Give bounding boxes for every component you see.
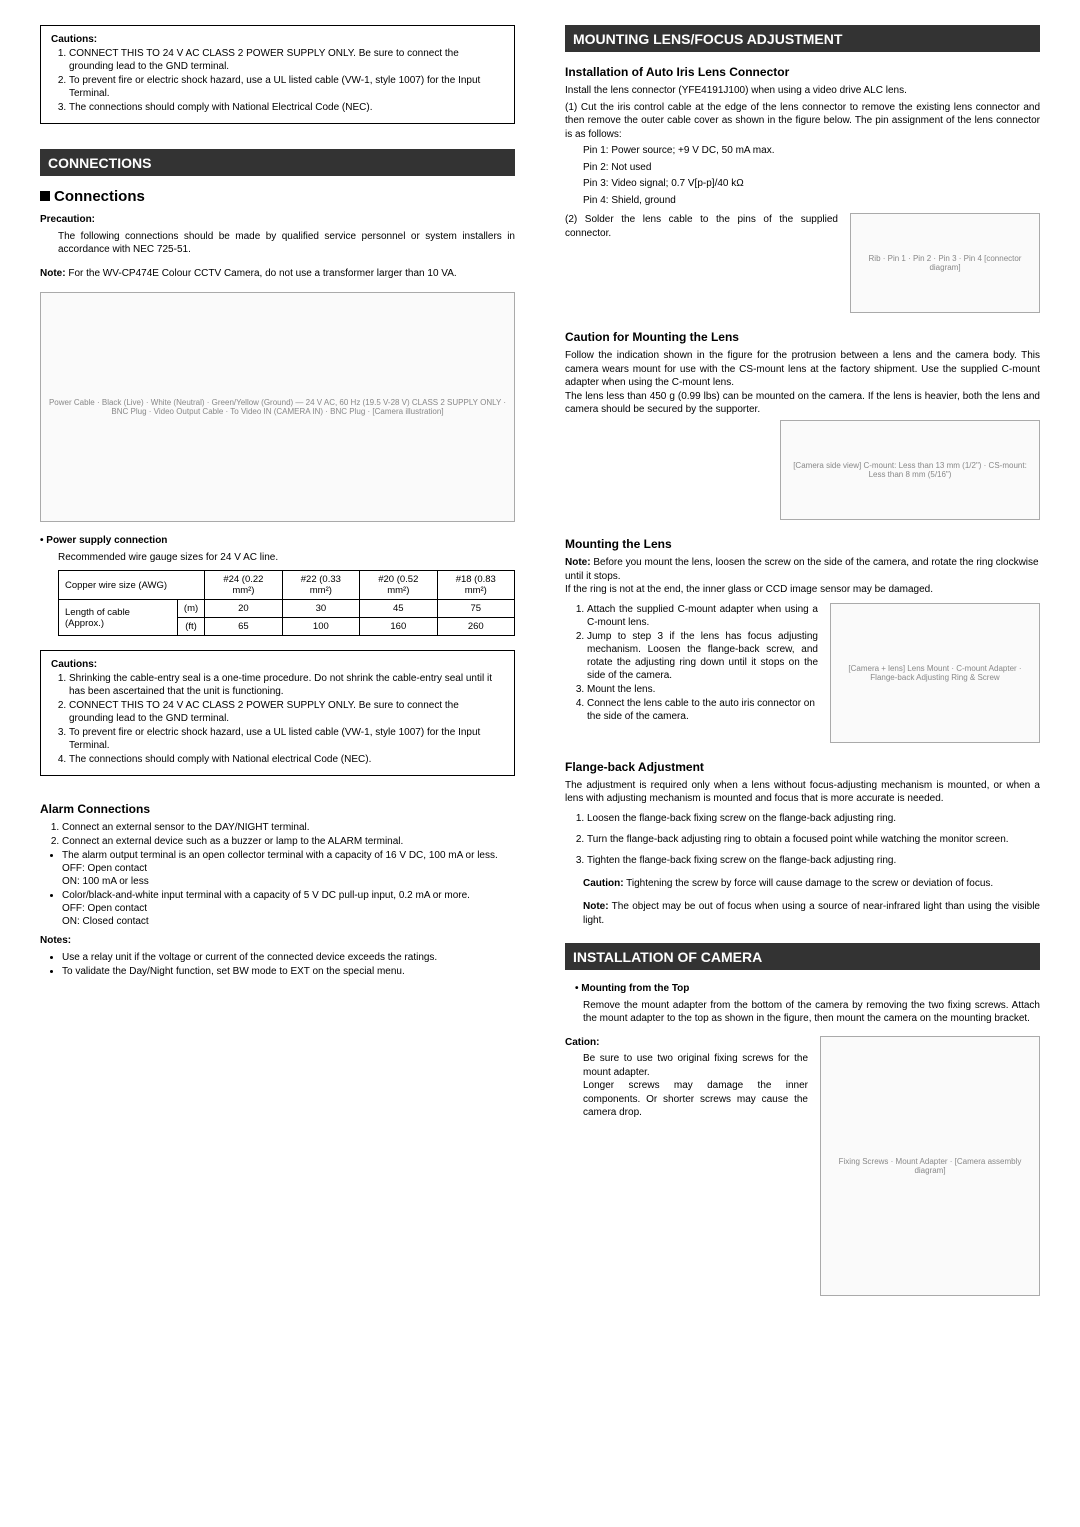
flange-text: The adjustment is required only when a l… (565, 779, 1040, 806)
mount-step: Attach the supplied C-mount adapter when… (587, 603, 818, 629)
table-cell: (m) (177, 600, 204, 618)
cautions-mid-title: Cautions: (51, 659, 504, 670)
install-camera-figure: Fixing Screws · Mount Adapter · [Camera … (820, 1036, 1040, 1296)
cautions-top-title: Cautions: (51, 34, 504, 45)
table-header: #20 (0.52 mm²) (360, 571, 437, 600)
square-icon (40, 191, 50, 201)
table-header: #22 (0.33 mm²) (282, 571, 359, 600)
notes-label: Notes: (40, 934, 515, 948)
table-cell: 75 (437, 600, 514, 618)
mount-step: Jump to step 3 if the lens has focus adj… (587, 630, 818, 682)
alarm-bullet: Color/black-and-white input terminal wit… (62, 889, 515, 928)
install-iris-intro: Install the lens connector (YFE4191J100)… (565, 84, 1040, 98)
connections-subheading: Connections (40, 188, 515, 205)
caution-item: The connections should comply with Natio… (69, 101, 504, 114)
caution-lens-figure: [Camera side view] C-mount: Less than 13… (780, 420, 1040, 520)
connections-header: CONNECTIONS (40, 149, 515, 176)
install-iris-title: Installation of Auto Iris Lens Connector (565, 64, 1040, 80)
table-cell: 30 (282, 600, 359, 618)
caution-lens-text: Follow the indication shown in the figur… (565, 349, 1040, 417)
cautions-top-list: CONNECT THIS TO 24 V AC CLASS 2 POWER SU… (51, 47, 504, 114)
flange-caution: Caution: Tightening the screw by force w… (565, 877, 1040, 891)
flange-note: Note: The object may be out of focus whe… (565, 900, 1040, 927)
table-cell: 20 (205, 600, 282, 618)
mounting-header: MOUNTING LENS/FOCUS ADJUSTMENT (565, 25, 1040, 52)
alarm-bullet: The alarm output terminal is an open col… (62, 849, 515, 888)
mount-step: Mount the lens. (587, 683, 818, 696)
table-cell: (ft) (177, 618, 204, 636)
wire-gauge-table: Copper wire size (AWG) #24 (0.22 mm²) #2… (58, 570, 515, 636)
table-cell: 160 (360, 618, 437, 636)
note-item: To validate the Day/Night function, set … (62, 965, 515, 978)
cautions-top-box: Cautions: CONNECT THIS TO 24 V AC CLASS … (40, 25, 515, 124)
mount-step: Connect the lens cable to the auto iris … (587, 697, 818, 723)
caution-item: To prevent fire or electric shock hazard… (69, 74, 504, 100)
cation-label: Cation: (565, 1036, 808, 1050)
caution-lens-title: Caution for Mounting the Lens (565, 329, 1040, 345)
note-line: Note: For the WV-CP474E Colour CCTV Came… (40, 267, 515, 281)
table-cell: 45 (360, 600, 437, 618)
table-row-label: Length of cable (Approx.) (59, 600, 178, 636)
flange-step: Tighten the flange-back fixing screw on … (587, 854, 1040, 867)
cautions-mid-list: Shrinking the cable-entry seal is a one-… (51, 672, 504, 766)
power-supply-label: • Power supply connection (40, 534, 515, 548)
flange-step: Turn the flange-back adjusting ring to o… (587, 833, 1040, 846)
precaution-label: Precaution: (40, 213, 515, 227)
table-header: #24 (0.22 mm²) (205, 571, 282, 600)
table-header-awg: Copper wire size (AWG) (59, 571, 205, 600)
caution-item: The connections should comply with Natio… (69, 753, 504, 766)
mount-steps: Attach the supplied C-mount adapter when… (565, 603, 818, 723)
mount-lens-note: Note: Before you mount the lens, loosen … (565, 556, 1040, 597)
table-cell: 65 (205, 618, 282, 636)
alarm-title: Alarm Connections (40, 801, 515, 817)
caution-item: Shrinking the cable-entry seal is a one-… (69, 672, 504, 698)
pin-line: Pin 1: Power source; +9 V DC, 50 mA max. (583, 144, 1040, 158)
precaution-text: The following connections should be made… (40, 230, 515, 257)
mount-lens-title: Mounting the Lens (565, 536, 1040, 552)
table-cell: 260 (437, 618, 514, 636)
install-iris-step1: (1) Cut the iris control cable at the ed… (565, 101, 1040, 142)
connections-diagram: Power Cable · Black (Live) · White (Neut… (40, 292, 515, 522)
power-supply-sub: Recommended wire gauge sizes for 24 V AC… (40, 551, 515, 565)
pin-line: Pin 4: Shield, ground (583, 194, 1040, 208)
install-camera-header: INSTALLATION OF CAMERA (565, 943, 1040, 970)
caution-item: To prevent fire or electric shock hazard… (69, 726, 504, 752)
alarm-steps: Connect an external sensor to the DAY/NI… (40, 821, 515, 848)
note-item: Use a relay unit if the voltage or curre… (62, 951, 515, 964)
cation-text: Be sure to use two original fixing screw… (565, 1052, 808, 1120)
pin-line: Pin 2: Not used (583, 161, 1040, 175)
connector-figure: Rib · Pin 1 · Pin 2 · Pin 3 · Pin 4 [con… (850, 213, 1040, 313)
flange-steps: Loosen the flange-back fixing screw on t… (565, 812, 1040, 867)
notes-list: Use a relay unit if the voltage or curre… (40, 951, 515, 978)
alarm-bullets: The alarm output terminal is an open col… (40, 849, 515, 928)
flange-step: Loosen the flange-back fixing screw on t… (587, 812, 1040, 825)
caution-item: CONNECT THIS TO 24 V AC CLASS 2 POWER SU… (69, 47, 504, 73)
alarm-step: Connect an external sensor to the DAY/NI… (62, 821, 515, 834)
install-iris-step2: (2) Solder the lens cable to the pins of… (565, 213, 838, 240)
flange-title: Flange-back Adjustment (565, 759, 1040, 775)
table-cell: 100 (282, 618, 359, 636)
table-header: #18 (0.83 mm²) (437, 571, 514, 600)
mount-lens-figure: [Camera + lens] Lens Mount · C-mount Ada… (830, 603, 1040, 743)
caution-item: CONNECT THIS TO 24 V AC CLASS 2 POWER SU… (69, 699, 504, 725)
pin-line: Pin 3: Video signal; 0.7 V[p-p]/40 kΩ (583, 177, 1040, 191)
mount-top-text: Remove the mount adapter from the bottom… (565, 999, 1040, 1026)
cautions-mid-box: Cautions: Shrinking the cable-entry seal… (40, 650, 515, 776)
alarm-step: Connect an external device such as a buz… (62, 835, 515, 848)
mount-top-label: • Mounting from the Top (565, 982, 1040, 996)
